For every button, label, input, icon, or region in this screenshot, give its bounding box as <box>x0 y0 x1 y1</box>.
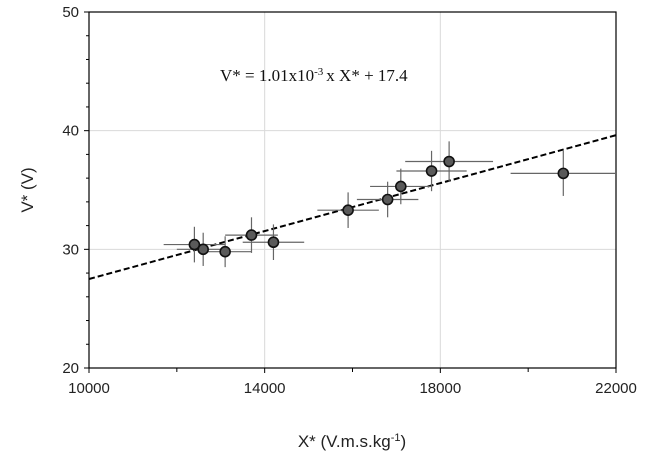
data-point <box>425 165 438 177</box>
fit-equation: V* = 1.01x10-3 x X* + 17.4 <box>220 66 408 85</box>
data-point <box>557 167 570 180</box>
y-tick-label: 30 <box>62 241 79 258</box>
data-point <box>381 193 394 206</box>
x-axis-title-end: ) <box>401 432 407 451</box>
x-tick-label: 10000 <box>68 380 110 397</box>
data-point <box>395 180 407 193</box>
y-axis-title: V* (V) <box>18 167 37 212</box>
tick-marks <box>84 11 617 373</box>
tick-labels: 10000 14000 18000 22000 20 30 40 50 <box>62 4 637 397</box>
x-tick-label: 14000 <box>244 380 286 397</box>
data-point <box>443 155 455 168</box>
x-axis-title-main: X* (V.m.s.kg <box>298 432 391 451</box>
x-axis-title: X* (V.m.s.kg-1) <box>298 432 406 451</box>
data-point <box>188 238 201 251</box>
y-tick-label: 50 <box>62 4 79 21</box>
data-point <box>267 236 280 249</box>
data-point <box>342 204 354 216</box>
fit-equation-prefix: V* = 1.01x10 <box>220 66 314 85</box>
fit-equation-exponent: -3 <box>314 66 324 78</box>
x-tick-label: 22000 <box>595 380 637 397</box>
data-point <box>245 229 258 241</box>
fit-equation-suffix: x X* + 17.4 <box>326 66 408 85</box>
x-tick-label: 18000 <box>419 380 461 397</box>
data-points <box>188 155 570 258</box>
y-tick-label: 20 <box>62 360 79 377</box>
data-point <box>197 243 209 256</box>
y-tick-label: 40 <box>62 123 79 140</box>
data-point <box>219 245 231 258</box>
x-axis-title-exponent: -1 <box>391 432 401 444</box>
